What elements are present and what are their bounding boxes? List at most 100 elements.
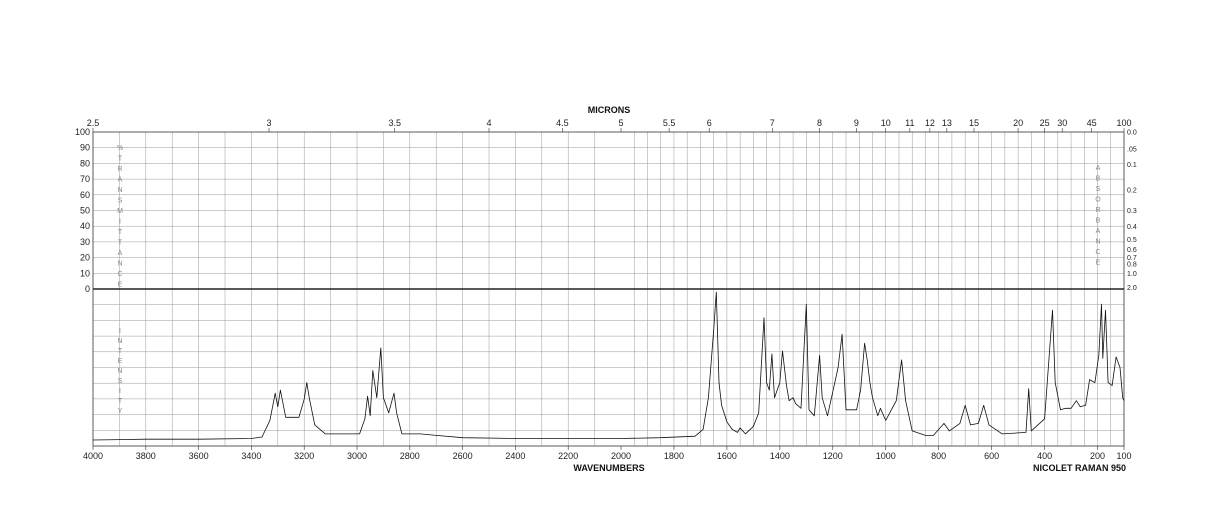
- top-axis-tick-label: 3: [266, 118, 271, 128]
- vertical-axis-letter: N: [117, 261, 122, 268]
- vertical-axis-letter: Y: [118, 408, 123, 415]
- top-axis-tick-label: 25: [1040, 118, 1050, 128]
- vertical-axis-letter: O: [1095, 197, 1101, 204]
- bottom-axis-tick-label: 2000: [611, 451, 631, 461]
- left-axis-tick-label: 10: [80, 268, 90, 278]
- bottom-axis-tick-label: 3200: [294, 451, 314, 461]
- vertical-axis-letter: T: [118, 348, 123, 355]
- top-axis-microns: 2.5 3 3.5 4 4.5 5 5.5 6 7 8 9 10 11 12 13 15 20 25 30 45 100: [87, 118, 1132, 132]
- top-axis-tick-label: 4: [486, 118, 491, 128]
- bottom-axis-tick-label: 1200: [823, 451, 843, 461]
- right-axis-tick-label: 2.0: [1127, 285, 1137, 292]
- vertical-axis-letter: T: [118, 156, 123, 163]
- top-axis-tick-label: 20: [1013, 118, 1023, 128]
- vertical-axis-letter: S: [1096, 186, 1101, 193]
- top-axis-tick-label: 12: [925, 118, 935, 128]
- top-axis-tick-label: 10: [881, 118, 891, 128]
- top-axis-tick-label: 45: [1087, 118, 1097, 128]
- left-axis-tick-label: 30: [80, 237, 90, 247]
- vertical-axis-letter: R: [117, 166, 122, 173]
- vertical-axis-letter: %: [117, 145, 123, 152]
- bottom-axis-title: WAVENUMBERS: [573, 463, 644, 473]
- spectrum-series: [92, 291, 1125, 441]
- right-axis-tick-label: .05: [1127, 147, 1137, 154]
- top-axis-tick-label: 4.5: [556, 118, 569, 128]
- top-axis-tick-label: 30: [1057, 118, 1067, 128]
- left-axis-tick-label: 70: [80, 174, 90, 184]
- left-axis-tick-label: 90: [80, 143, 90, 153]
- vertical-axis-letter: N: [117, 368, 122, 375]
- top-axis-tick-label: 9: [854, 118, 859, 128]
- bottom-axis-tick-label: 800: [931, 451, 946, 461]
- right-axis-tick-label: 1.0: [1127, 271, 1137, 278]
- vertical-axis-letter: R: [1095, 207, 1100, 214]
- top-axis-tick-label: 2.5: [87, 118, 100, 128]
- left-axis-tick-label: 100: [75, 127, 90, 137]
- right-axis-tick-label: 0.5: [1127, 237, 1137, 244]
- bottom-axis-tick-label: 4000: [83, 451, 103, 461]
- vertical-axis-letter: A: [118, 177, 123, 184]
- bottom-axis-tick-label: 3400: [241, 451, 261, 461]
- vertical-axis-letter: C: [1095, 249, 1100, 256]
- left-axis-tick-label: 0: [85, 284, 90, 294]
- vertical-axis-letter: B: [1096, 176, 1101, 183]
- vertical-axis-letter: T: [118, 240, 123, 247]
- vertical-axis-letter: C: [117, 271, 122, 278]
- right-axis-tick-label: 0.6: [1127, 247, 1137, 254]
- vertical-axis-letter: E: [1096, 260, 1101, 267]
- plot-frame: [92, 131, 1125, 447]
- bottom-axis-tick-label: 1000: [876, 451, 896, 461]
- bottom-axis-tick-label: 2400: [505, 451, 525, 461]
- spectrum-line: [92, 291, 1125, 441]
- right-axis-tick-label: 0.8: [1127, 262, 1137, 269]
- vertical-axis-letter: T: [118, 398, 123, 405]
- vertical-axis-letter: I: [119, 388, 121, 395]
- vertical-axis-letter: A: [118, 250, 123, 257]
- left-axis-tick-label: 80: [80, 158, 90, 168]
- top-axis-tick-label: 7: [770, 118, 775, 128]
- right-axis-tick-label: 0.0: [1127, 130, 1137, 137]
- bottom-axis-tick-label: 100: [1116, 451, 1131, 461]
- left-axis-tick-label: 20: [80, 253, 90, 263]
- vertical-axis-letter: N: [117, 187, 122, 194]
- right-axis-tick-label: 0.2: [1127, 187, 1137, 194]
- vertical-axis-letter: I: [119, 328, 121, 335]
- right-axis-tick-label: 0.7: [1127, 255, 1137, 262]
- bottom-axis-tick-label: 400: [1037, 451, 1052, 461]
- vertical-axis-letter: B: [1096, 218, 1101, 225]
- vertical-axis-letter: I: [119, 219, 121, 226]
- instrument-label: NICOLET RAMAN 950: [1033, 463, 1126, 473]
- vertical-axis-letter: E: [118, 358, 123, 365]
- top-axis-tick-label: 8: [817, 118, 822, 128]
- top-axis-tick-label: 3.5: [388, 118, 401, 128]
- left-axis-tick-label: 60: [80, 190, 90, 200]
- right-axis-absorbance: 0.0 .05 0.1 0.2 0.3 0.4 0.5 0.60.70.8 1.0 2.0: [1127, 130, 1137, 292]
- bottom-axis-tick-label: 600: [984, 451, 999, 461]
- top-axis-tick-label: 100: [1116, 118, 1131, 128]
- vertical-axis-letter: T: [118, 229, 123, 236]
- top-axis-tick-label: 15: [969, 118, 979, 128]
- top-axis-tick-label: 13: [942, 118, 952, 128]
- bottom-axis-tick-label: 3600: [189, 451, 209, 461]
- right-axis-tick-label: 0.1: [1127, 162, 1137, 169]
- bottom-axis-tick-label: 1400: [770, 451, 790, 461]
- top-axis-tick-label: 5.5: [663, 118, 676, 128]
- bottom-axis-tick-label: 2800: [400, 451, 420, 461]
- vertical-axis-letter: M: [117, 208, 123, 215]
- top-axis-tick-label: 11: [905, 118, 914, 128]
- bottom-axis-tick-label: 2200: [558, 451, 578, 461]
- vertical-axis-letter: N: [1095, 239, 1100, 246]
- bottom-axis-tick-label: 3800: [136, 451, 156, 461]
- vertical-axis-letter: S: [118, 378, 123, 385]
- right-axis-tick-label: 0.3: [1127, 208, 1137, 215]
- vertical-axis-letter: N: [117, 338, 122, 345]
- top-axis-title: MICRONS: [588, 105, 631, 115]
- bottom-axis-tick-label: 2600: [453, 451, 473, 461]
- bottom-axis-wavenumbers: 4000 3800 3600 3400 3200 3000 2800 2600 2400 2200…: [83, 446, 1132, 461]
- top-axis-tick-label: 5: [618, 118, 623, 128]
